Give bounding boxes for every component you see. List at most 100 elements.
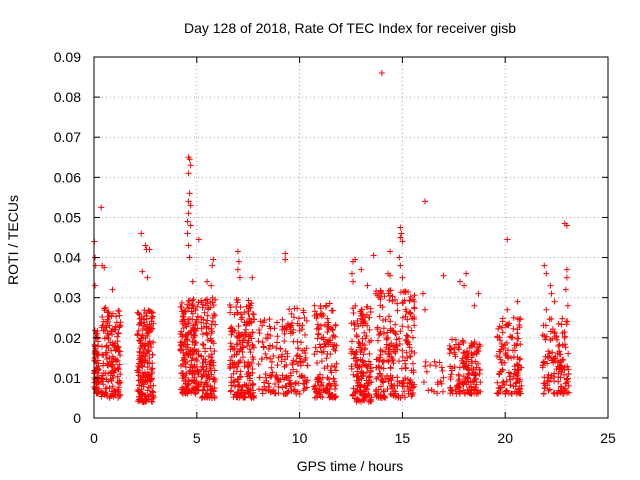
data-point <box>285 388 292 395</box>
data-point <box>383 341 390 348</box>
data-point <box>330 346 337 353</box>
data-point <box>496 348 503 355</box>
data-point <box>554 336 561 343</box>
data-point <box>320 311 327 318</box>
data-point <box>113 345 120 352</box>
data-point <box>259 386 266 393</box>
data-point <box>199 373 206 380</box>
data-point <box>462 363 469 370</box>
data-point <box>493 390 500 397</box>
data-point <box>384 372 391 379</box>
data-point <box>420 379 427 386</box>
data-point <box>98 388 105 395</box>
data-point <box>411 298 418 305</box>
data-point <box>380 365 387 372</box>
data-point <box>297 339 304 346</box>
data-point <box>211 348 218 355</box>
data-point <box>540 390 547 397</box>
data-point <box>366 379 373 386</box>
data-point <box>472 371 479 378</box>
data-point <box>447 363 454 370</box>
data-point <box>178 341 185 348</box>
data-point <box>134 309 141 316</box>
data-point <box>249 353 256 360</box>
data-point <box>106 384 113 391</box>
data-point <box>382 316 389 323</box>
data-point <box>375 386 382 393</box>
data-point <box>284 350 291 357</box>
data-point <box>270 386 277 393</box>
data-point <box>234 309 241 316</box>
data-point <box>385 313 392 320</box>
data-point <box>461 389 468 396</box>
data-point <box>362 394 369 401</box>
data-point <box>142 242 149 249</box>
data-point <box>359 397 366 404</box>
data-point <box>402 289 409 296</box>
data-point <box>202 302 209 309</box>
data-point <box>149 360 156 367</box>
data-point <box>266 342 273 349</box>
data-point <box>551 329 558 336</box>
data-point <box>260 343 267 350</box>
data-point <box>104 360 111 367</box>
data-point <box>379 377 386 384</box>
data-point <box>423 368 430 375</box>
data-point <box>330 375 337 382</box>
data-point <box>227 304 234 311</box>
data-point <box>114 379 121 386</box>
data-point <box>324 374 331 381</box>
data-point <box>284 322 291 329</box>
data-point <box>468 365 475 372</box>
data-point <box>460 360 467 367</box>
data-point <box>469 351 476 358</box>
data-point <box>354 333 361 340</box>
data-point <box>139 268 146 275</box>
data-point <box>546 316 553 323</box>
data-point <box>200 316 207 323</box>
data-point <box>399 347 406 354</box>
data-point <box>399 238 406 245</box>
data-point <box>472 358 479 365</box>
data-point <box>546 350 553 357</box>
data-point <box>384 357 391 364</box>
data-point <box>101 391 108 398</box>
data-point <box>555 320 562 327</box>
data-point <box>209 262 216 269</box>
data-point <box>302 331 309 338</box>
data-point <box>134 332 141 339</box>
data-point <box>210 359 217 366</box>
data-point <box>211 311 218 318</box>
data-point <box>392 296 399 303</box>
data-point <box>191 342 198 349</box>
data-point <box>304 362 311 369</box>
data-point <box>281 338 288 345</box>
data-point <box>563 375 570 382</box>
data-point <box>256 330 263 337</box>
data-point <box>231 311 238 318</box>
data-point <box>563 274 570 281</box>
data-point <box>233 296 240 303</box>
data-point <box>411 350 418 357</box>
data-point <box>272 373 279 380</box>
data-point <box>245 297 252 304</box>
data-point <box>95 379 102 386</box>
data-point <box>239 354 246 361</box>
data-point <box>558 321 565 328</box>
data-point <box>295 380 302 387</box>
data-point <box>290 386 297 393</box>
data-point <box>110 310 117 317</box>
data-point <box>298 326 305 333</box>
data-point <box>545 371 552 378</box>
data-point <box>542 336 549 343</box>
data-point <box>195 369 202 376</box>
data-point <box>333 360 340 367</box>
data-point <box>563 321 570 328</box>
data-point <box>274 362 281 369</box>
data-point <box>319 394 326 401</box>
data-point <box>393 331 400 338</box>
data-point <box>352 351 359 358</box>
data-point <box>502 322 509 329</box>
data-point <box>463 270 470 277</box>
data-point <box>517 355 524 362</box>
